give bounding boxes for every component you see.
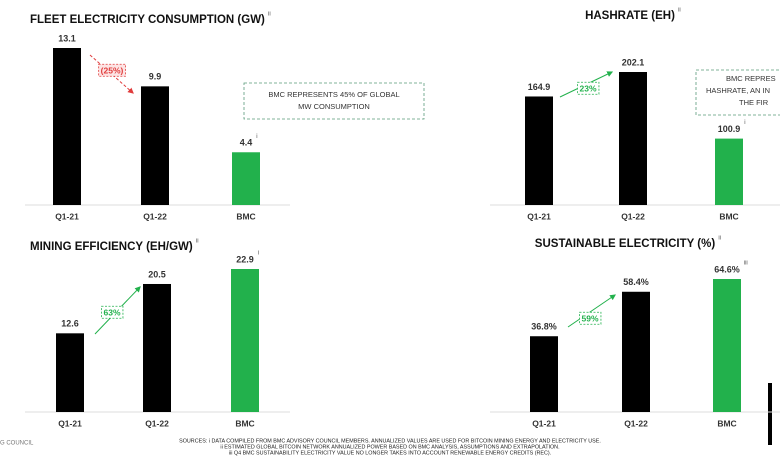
x-tick-label: Q1-21 bbox=[532, 418, 556, 428]
bar bbox=[715, 138, 743, 205]
bar bbox=[231, 269, 259, 412]
x-tick-label: Q1-21 bbox=[527, 211, 551, 221]
change-label: 63% bbox=[103, 307, 120, 317]
callout-text: HASHRATE, AN IN bbox=[706, 86, 770, 95]
x-tick-label: Q1-21 bbox=[55, 211, 79, 221]
value-label: 13.1 bbox=[58, 33, 76, 43]
value-label: 164.9 bbox=[528, 82, 551, 92]
chart-title: MINING EFFICIENCY (EH/GW) bbox=[30, 241, 193, 253]
change-box bbox=[98, 63, 126, 77]
callout-text: BMC REPRES bbox=[726, 74, 776, 83]
chart-title: SUSTAINABLE ELECTRICITY (%) bbox=[535, 238, 716, 250]
bar bbox=[619, 72, 647, 205]
callout-text: THE FIR bbox=[739, 98, 769, 107]
bar bbox=[232, 152, 260, 205]
value-note: i bbox=[258, 251, 259, 257]
bar bbox=[56, 333, 84, 412]
change-label: (25%) bbox=[101, 65, 124, 75]
title-note: ii bbox=[196, 239, 199, 245]
change-arrow bbox=[567, 294, 616, 328]
callout-box bbox=[695, 69, 780, 116]
footer-line: SOURCES: i DATA COMPILED FROM BMC ADVISO… bbox=[179, 438, 601, 444]
value-label: 202.1 bbox=[622, 57, 645, 67]
footer-line: ii ESTIMATED GLOBAL BITCOIN NETWORK ANNU… bbox=[220, 444, 559, 450]
value-label: 36.8% bbox=[531, 322, 557, 332]
value-label: 20.5 bbox=[148, 269, 166, 279]
title-note: ii bbox=[718, 236, 721, 242]
edge-bar bbox=[768, 383, 772, 445]
value-label: 64.6% bbox=[714, 264, 740, 274]
value-label: 12.6 bbox=[61, 319, 79, 329]
value-note: i bbox=[256, 134, 257, 140]
value-label: 22.9 bbox=[236, 254, 254, 264]
x-tick-label: Q1-22 bbox=[621, 211, 645, 221]
callout-text: MW CONSUMPTION bbox=[298, 102, 370, 111]
bar bbox=[141, 86, 169, 205]
change-label: 59% bbox=[581, 313, 598, 323]
value-label: 9.9 bbox=[149, 72, 162, 82]
change-box bbox=[579, 311, 602, 325]
value-label: 58.4% bbox=[623, 277, 649, 287]
change-arrow bbox=[89, 54, 134, 94]
bar bbox=[622, 291, 650, 412]
x-tick-label: BMC bbox=[235, 418, 254, 428]
bar bbox=[53, 48, 81, 205]
x-tick-label: Q1-21 bbox=[58, 418, 82, 428]
x-tick-label: Q1-22 bbox=[145, 418, 169, 428]
value-label: 100.9 bbox=[718, 124, 741, 134]
x-tick-label: Q1-22 bbox=[143, 211, 167, 221]
x-tick-label: BMC bbox=[236, 211, 255, 221]
title-note: ii bbox=[678, 8, 681, 14]
value-label: 4.4 bbox=[240, 138, 253, 148]
x-tick-label: BMC bbox=[719, 211, 738, 221]
footer-line: iii Q4 BMC SUSTAINABILITY ELECTRICITY VA… bbox=[229, 450, 551, 456]
bar bbox=[713, 279, 741, 412]
chart-title: HASHRATE (EH) bbox=[585, 10, 675, 22]
chart-title: FLEET ELECTRICITY CONSUMPTION (GW) bbox=[30, 14, 265, 26]
bar bbox=[525, 96, 553, 205]
title-note: ii bbox=[268, 12, 271, 18]
bar bbox=[530, 336, 558, 412]
change-box bbox=[577, 81, 600, 95]
x-tick-label: BMC bbox=[717, 418, 736, 428]
x-tick-label: Q1-22 bbox=[624, 418, 648, 428]
change-label: 23% bbox=[579, 83, 596, 93]
value-note: i bbox=[744, 120, 745, 126]
footer-left: G COUNCIL bbox=[0, 441, 34, 447]
change-box bbox=[101, 305, 124, 319]
callout-text: BMC REPRESENTS 45% OF GLOBAL bbox=[268, 90, 399, 99]
callout-box bbox=[243, 82, 425, 120]
bar bbox=[143, 283, 171, 412]
value-note: iii bbox=[744, 261, 748, 267]
